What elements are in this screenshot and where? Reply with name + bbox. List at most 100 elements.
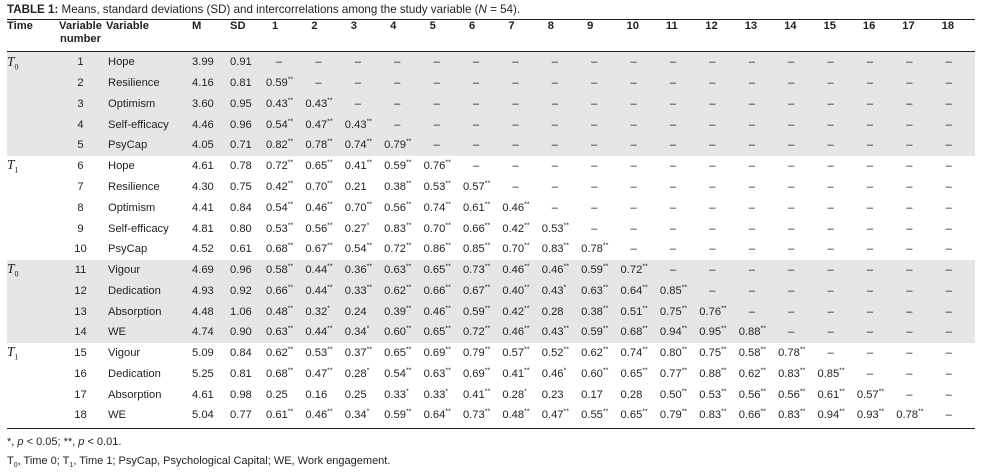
correlation-cell: – bbox=[935, 93, 976, 115]
correlation-cell: 0.53** bbox=[266, 221, 294, 235]
correlation-cell: – bbox=[817, 52, 857, 73]
time-cell: T0 bbox=[7, 52, 55, 73]
correlation-cell: 0.44** bbox=[305, 321, 345, 343]
correlation-cell: 0.54** bbox=[344, 242, 373, 256]
correlation-cell: 0.64** bbox=[423, 408, 451, 422]
correlation-cell: 0.59** bbox=[581, 259, 621, 281]
correlation-table: Time Variable number Variable M SD 1 2 3 4 5 6 7 8 9 1… bbox=[7, 20, 976, 426]
correlation-cell: – bbox=[551, 201, 558, 214]
correlation-cell: 0.53** bbox=[699, 387, 727, 401]
time-cell bbox=[7, 363, 55, 384]
variable-name-cell: Absorption bbox=[106, 301, 192, 322]
correlation-cell: – bbox=[856, 52, 897, 73]
variable-name-cell: Vigour bbox=[108, 347, 141, 360]
correlation-cell: 0.61** bbox=[817, 387, 845, 401]
correlation-cell: 0.78** bbox=[581, 242, 609, 256]
mean-cell: 4.93 bbox=[192, 280, 230, 302]
header-cell: Time bbox=[7, 20, 33, 32]
table-row: 4 Self-efficacy 4.46 0.96 0.54** 0.47** 0.43**… bbox=[7, 114, 976, 136]
correlation-cell: – bbox=[709, 222, 716, 235]
correlation-cell: – bbox=[541, 135, 582, 156]
table-row: T0 1 Hope 3.99 0.91– – – – – – – – – – – – – – – – – – bbox=[7, 52, 976, 73]
correlation-cell: 0.46** bbox=[305, 201, 333, 214]
correlation-cell: – bbox=[738, 259, 779, 281]
correlation-cell: – bbox=[906, 222, 913, 235]
correlation-cell: – bbox=[778, 135, 818, 156]
correlation-cell: – bbox=[935, 321, 976, 343]
correlation-cell: 0.55** bbox=[581, 408, 609, 422]
sd-cell: 0.96 bbox=[230, 114, 266, 136]
correlation-cell: 0.58** bbox=[266, 259, 306, 281]
correlation-cell: 0.62** bbox=[738, 367, 766, 380]
correlation-cell: 0.24 bbox=[344, 301, 385, 322]
correlation-cell: – bbox=[778, 321, 818, 343]
correlation-cell: – bbox=[827, 201, 834, 214]
correlation-cell: 0.93** bbox=[856, 408, 885, 422]
mean-cell: 4.05 bbox=[192, 135, 230, 156]
header-cell: 7 bbox=[508, 20, 515, 32]
correlation-cell: 0.54** bbox=[266, 114, 306, 136]
correlation-cell: 0.46** bbox=[502, 321, 542, 343]
variable-name-cell: Vigour bbox=[106, 259, 192, 281]
correlation-cell: – bbox=[384, 52, 424, 73]
correlation-cell: 0.53** bbox=[423, 180, 451, 193]
correlation-cell: 0.59** bbox=[266, 72, 306, 94]
mean-cell: 4.52 bbox=[192, 243, 214, 256]
correlation-cell: – bbox=[591, 180, 598, 193]
correlation-cell: – bbox=[423, 135, 463, 156]
correlation-cell: – bbox=[591, 222, 598, 235]
variable-name-cell: WE bbox=[106, 321, 192, 343]
correlation-cell: 0.68** bbox=[620, 321, 660, 343]
correlation-cell: 0.48** bbox=[502, 408, 530, 422]
correlation-cell: 0.69** bbox=[423, 346, 451, 360]
correlation-cell: – bbox=[620, 93, 660, 115]
correlation-cell: – bbox=[866, 347, 874, 360]
header-cell: Variable number bbox=[59, 20, 102, 45]
mean-cell: 4.61 bbox=[192, 160, 214, 173]
correlation-cell: – bbox=[906, 180, 913, 193]
correlation-cell: – bbox=[817, 93, 857, 115]
variable-number-cell: 17 bbox=[74, 388, 87, 401]
correlation-cell: 0.53** bbox=[541, 221, 569, 235]
correlation-cell: 0.58** bbox=[738, 346, 766, 360]
table-row: 2 Resilience 4.16 0.81 0.59** – – – – – – – – – – – – – – –… bbox=[7, 72, 976, 94]
correlation-cell: 0.65** bbox=[305, 159, 333, 173]
correlation-cell: 0.61** bbox=[266, 408, 294, 422]
header-cell: 17 bbox=[902, 20, 915, 32]
correlation-cell: – bbox=[817, 321, 857, 343]
mean-cell: 4.74 bbox=[192, 321, 230, 343]
correlation-cell: – bbox=[620, 135, 660, 156]
correlation-cell: – bbox=[866, 222, 874, 235]
correlation-cell: 0.51** bbox=[620, 301, 660, 322]
variable-number-cell: 4 bbox=[55, 114, 106, 136]
mean-cell: 5.04 bbox=[192, 409, 214, 422]
correlation-cell: – bbox=[659, 135, 700, 156]
correlation-cell: – bbox=[266, 52, 306, 73]
variable-number-cell: 14 bbox=[55, 321, 106, 343]
correlation-cell: 0.95** bbox=[699, 321, 739, 343]
correlation-cell: 0.33** bbox=[344, 280, 385, 302]
correlation-cell: 0.46** bbox=[502, 201, 530, 214]
correlation-cell: – bbox=[856, 321, 897, 343]
correlation-cell: – bbox=[699, 52, 739, 73]
table-row: 13 Absorption 4.48 1.06 0.48** 0.32* 0.24 0.39*… bbox=[7, 301, 976, 322]
correlation-cell: 0.85** bbox=[462, 242, 491, 256]
correlation-cell: 0.68** bbox=[266, 367, 294, 380]
variable-number-cell: 12 bbox=[55, 280, 106, 302]
table-row: 7 Resilience 4.30 0.75 0.42** 0.70** 0.21 0.38*… bbox=[7, 177, 975, 198]
table-row: T0 11 Vigour 4.69 0.96 0.58** 0.44** 0.36** 0.63… bbox=[7, 259, 976, 281]
variable-name-cell: WE bbox=[108, 409, 127, 422]
correlation-cell: – bbox=[659, 259, 700, 281]
correlation-cell: 0.72** bbox=[266, 159, 294, 173]
variable-name-cell: Optimism bbox=[106, 93, 192, 115]
correlation-cell: – bbox=[462, 93, 503, 115]
correlation-cell: – bbox=[778, 72, 818, 94]
correlation-cell: 0.40** bbox=[502, 280, 542, 302]
correlation-cell: – bbox=[620, 52, 660, 73]
sd-cell: 0.90 bbox=[230, 321, 266, 343]
variable-number-cell: 9 bbox=[77, 222, 84, 235]
correlation-cell: – bbox=[423, 72, 463, 94]
correlation-cell: – bbox=[827, 222, 834, 235]
correlation-cell: – bbox=[935, 72, 976, 94]
correlation-cell: – bbox=[738, 72, 779, 94]
